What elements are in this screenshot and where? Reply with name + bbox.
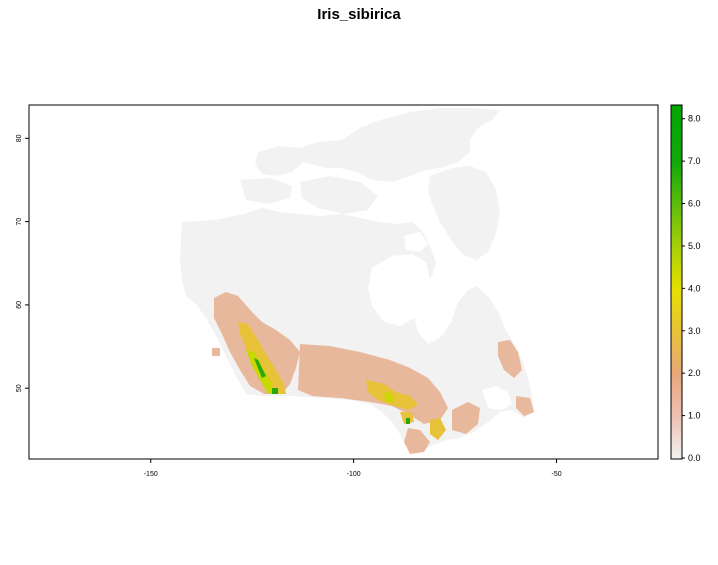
legend-tick-label: 5.0 [688,241,701,251]
legend-tick-label: 7.0 [688,156,701,166]
map-raster [180,108,534,454]
legend-tick-label: 0.0 [688,453,701,463]
legend-tick-label: 6.0 [688,199,701,209]
x-tick-label: -150 [144,471,158,478]
x-tick-label: -50 [551,471,561,478]
legend-tick-label: 3.0 [688,326,701,336]
gulf-st-lawrence [482,386,512,410]
legend-ticks: 0.0 1.0 2.0 3.0 4.0 5.0 6.0 7.0 8.0 [682,114,701,463]
legend-tick-label: 2.0 [688,368,701,378]
legend-tick-label: 4.0 [688,283,701,293]
y-tick-label: 60 [16,301,23,309]
x-axis: -150 -100 -50 [144,459,562,478]
legend-tick-label: 8.0 [688,114,701,124]
legend-colorbar [670,104,683,460]
y-axis: 50 60 70 80 [16,134,29,392]
y-tick-label: 70 [16,218,23,226]
foxe-basin [404,232,428,252]
baffin-island [428,166,500,260]
arctic-island-west [255,146,305,176]
hudson-bay [368,254,430,326]
y-tick-label: 50 [16,384,23,392]
x-tick-label: -100 [347,471,361,478]
page-title: Iris_sibirica [317,6,401,23]
arctic-island-north [240,178,292,204]
suitability-peak [254,358,410,424]
victoria-island [300,176,378,214]
y-tick-label: 80 [16,134,23,142]
arctic-archipelago [295,108,500,182]
legend-tick-label: 1.0 [688,411,701,421]
